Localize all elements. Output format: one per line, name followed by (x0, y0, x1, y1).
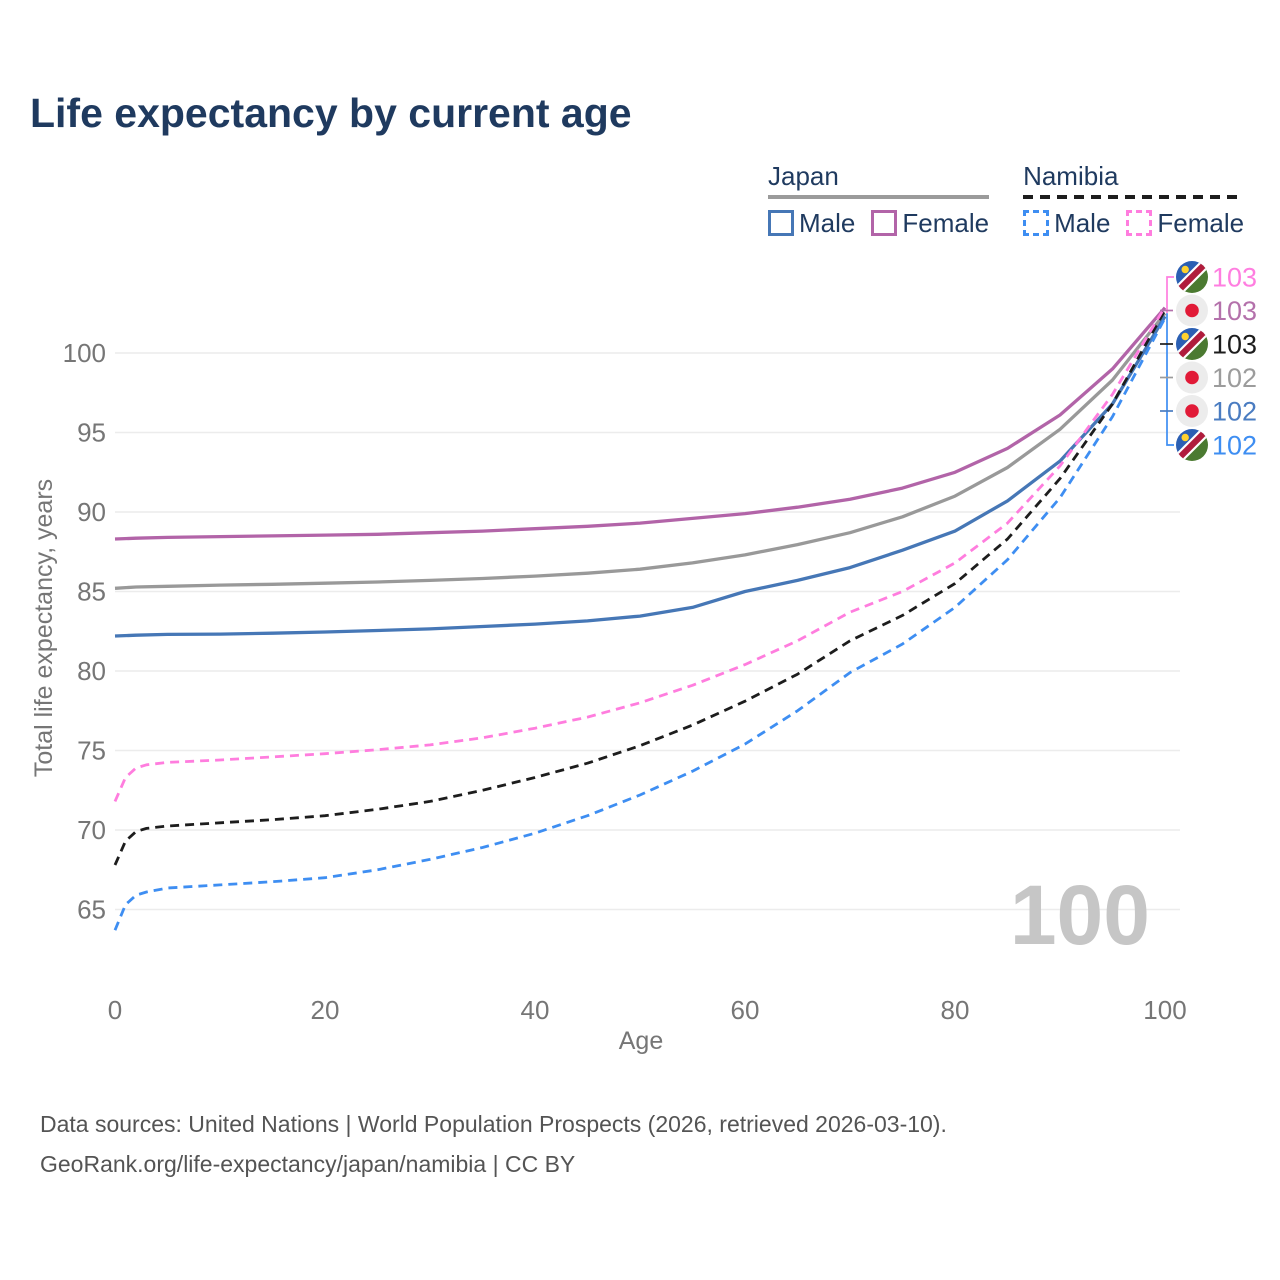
legend-item-namibia-male[interactable]: Male (1023, 208, 1110, 239)
footer: Data sources: United Nations | World Pop… (40, 1104, 947, 1184)
y-tick-95: 95 (77, 418, 106, 448)
gridlines (115, 352, 1180, 911)
y-tick-75: 75 (77, 736, 106, 766)
legend-item-label: Male (799, 207, 856, 238)
legend-swatch-namibia-male-icon (1023, 210, 1050, 237)
legend-swatch-japan-male-icon (768, 210, 794, 237)
series-line-japan-male[interactable] (114, 315, 1167, 638)
japan-flag-icon (1176, 361, 1208, 394)
legend-row-japan: Male Female (768, 208, 989, 239)
age-frame-watermark: 100 (1010, 868, 1150, 962)
data-series (113, 306, 1167, 931)
end-value-japan-both-sexes: 102 (1212, 363, 1257, 393)
page-title: Life expectancy by current age (30, 90, 632, 136)
legend-underline-namibia (1023, 194, 1245, 199)
legend-group-japan: Japan Male Female (768, 161, 990, 239)
legend-country-japan[interactable]: Japan (768, 161, 839, 191)
x-axis-title: Age (619, 1027, 663, 1055)
connector-bottom (1166, 313, 1174, 446)
legend: Japan Male Female Namibia Male Female (768, 161, 1245, 239)
x-tick-40: 40 (521, 995, 550, 1025)
legend-swatch-namibia-female-icon (1126, 210, 1153, 237)
legend-item-japan-female[interactable]: Female (871, 208, 989, 239)
footer-sources: Data sources: United Nations | World Pop… (40, 1111, 947, 1137)
series-line-namibia-female[interactable] (113, 306, 1167, 802)
end-value-japan-female: 103 (1212, 296, 1257, 326)
namibia-flag-icon (1176, 328, 1208, 360)
y-tick-70: 70 (77, 815, 106, 845)
x-tick-100: 100 (1143, 995, 1186, 1025)
legend-item-japan-male[interactable]: Male (768, 208, 855, 239)
series-line-namibia-male[interactable] (113, 317, 1167, 931)
axis-tick-labels: 65 70 75 80 85 90 95 100 0 20 40 60 80 100 (63, 338, 1187, 1025)
y-tick-90: 90 (77, 497, 106, 527)
y-tick-65: 65 (77, 895, 106, 925)
japan-flag-icon (1176, 294, 1208, 327)
japan-flag-icon (1176, 395, 1208, 427)
legend-country-namibia[interactable]: Namibia (1023, 161, 1119, 191)
x-tick-80: 80 (941, 995, 970, 1025)
legend-item-label: Female (1157, 207, 1245, 238)
series-line-japan-female[interactable] (114, 306, 1167, 541)
legend-item-label: Male (1054, 207, 1111, 238)
footer-attribution: GeoRank.org/life-expectancy/japan/namibi… (40, 1151, 576, 1177)
connector-top (1166, 276, 1174, 314)
y-tick-85: 85 (77, 577, 106, 607)
legend-item-label: Female (902, 207, 990, 238)
legend-item-namibia-female[interactable]: Female (1126, 208, 1244, 239)
x-tick-20: 20 (311, 995, 340, 1025)
y-tick-100: 100 (63, 338, 106, 368)
y-tick-80: 80 (77, 656, 106, 686)
x-tick-60: 60 (731, 995, 760, 1025)
namibia-flag-icon (1176, 261, 1208, 293)
end-value-namibia-both-sexes: 103 (1212, 330, 1257, 360)
legend-group-namibia: Namibia Male Female (1023, 161, 1245, 239)
series-line-namibia-both-sexes[interactable] (113, 309, 1167, 866)
legend-swatch-japan-female-icon (871, 210, 898, 237)
end-value-namibia-female: 103 (1212, 263, 1257, 293)
legend-row-namibia: Male Female (1023, 208, 1244, 239)
end-value-namibia-male: 102 (1212, 431, 1257, 461)
series-line-japan-both-sexes[interactable] (114, 312, 1167, 590)
x-tick-0: 0 (108, 995, 122, 1025)
legend-underline-japan (768, 194, 990, 199)
y-axis-title: Total life expectancy, years (30, 479, 58, 777)
end-value-japan-male: 102 (1212, 397, 1257, 427)
